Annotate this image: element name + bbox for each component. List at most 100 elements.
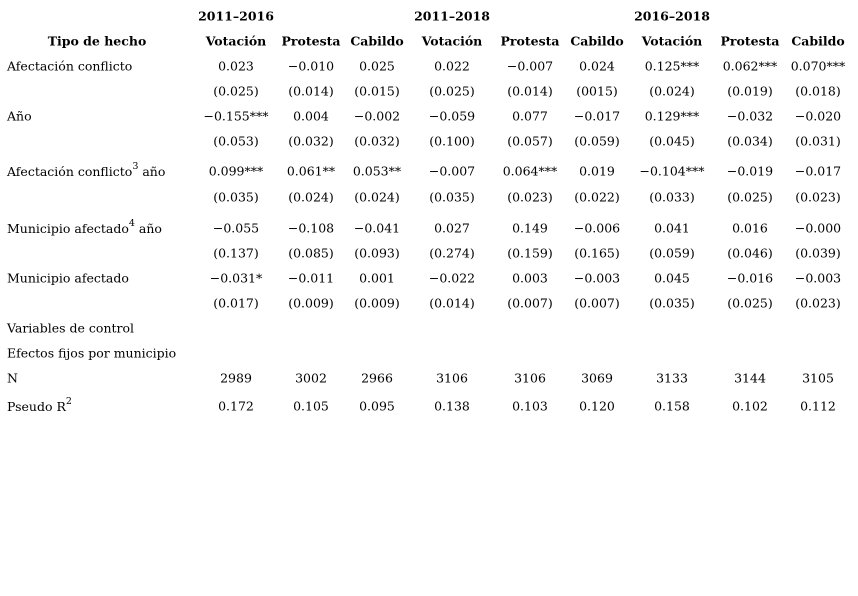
cell: 0.070*** bbox=[791, 59, 846, 74]
group-header: 2011–2016 bbox=[198, 9, 274, 24]
cell: (0.032) bbox=[354, 134, 400, 149]
cell: (0.009) bbox=[288, 296, 334, 311]
column-header: Votación bbox=[421, 34, 483, 49]
cell: (0.025) bbox=[727, 190, 773, 205]
cell: (0.034) bbox=[727, 134, 773, 149]
cell: 0.172 bbox=[218, 399, 254, 414]
cell: (0.100) bbox=[429, 134, 475, 149]
group-header: 2011–2018 bbox=[414, 9, 490, 24]
cell: −0.041 bbox=[354, 221, 400, 236]
cell: (0.014) bbox=[507, 84, 553, 99]
column-header: Votación bbox=[641, 34, 703, 49]
cell: (0.039) bbox=[795, 246, 841, 261]
cell: 0.027 bbox=[434, 221, 470, 236]
cell: (0.059) bbox=[649, 246, 695, 261]
column-header: Votación bbox=[205, 34, 267, 49]
cell: (0.024) bbox=[649, 84, 695, 99]
cell: −0.031* bbox=[210, 271, 263, 286]
cell: (0.014) bbox=[288, 84, 334, 99]
cell: −0.000 bbox=[795, 221, 841, 236]
cell: (0.053) bbox=[213, 134, 259, 149]
cell: 3105 bbox=[802, 371, 834, 386]
cell: (0.007) bbox=[507, 296, 553, 311]
cell: 3069 bbox=[581, 371, 613, 386]
column-header: Protesta bbox=[501, 34, 560, 49]
cell: 0.105 bbox=[293, 399, 329, 414]
cell: (0.022) bbox=[574, 190, 620, 205]
cell: (0.033) bbox=[649, 190, 695, 205]
cell: (0.059) bbox=[574, 134, 620, 149]
cell: −0.003 bbox=[795, 271, 841, 286]
cell: (0.018) bbox=[795, 84, 841, 99]
cell: 0.041 bbox=[654, 221, 690, 236]
cell: 3002 bbox=[295, 371, 327, 386]
cell: (0.025) bbox=[429, 84, 475, 99]
cell: (0.014) bbox=[429, 296, 475, 311]
superscript: 4 bbox=[129, 218, 135, 229]
cell: (0.035) bbox=[213, 190, 259, 205]
cell: (0.015) bbox=[354, 84, 400, 99]
cell: 0.112 bbox=[800, 399, 836, 414]
cell: 0.061** bbox=[287, 164, 336, 179]
cell: (0.017) bbox=[213, 296, 259, 311]
label-text: año bbox=[135, 221, 162, 236]
cell: −0.016 bbox=[727, 271, 773, 286]
cell: −0.032 bbox=[727, 109, 773, 124]
row-label: Municipio afectado bbox=[7, 271, 129, 286]
label-text: año bbox=[138, 164, 165, 179]
cell: −0.017 bbox=[574, 109, 620, 124]
cell: 0.016 bbox=[732, 221, 768, 236]
cell: −0.108 bbox=[288, 221, 334, 236]
cell: −0.022 bbox=[429, 271, 475, 286]
label-text: Afectación conflicto bbox=[6, 164, 132, 179]
group-header: 2016–2018 bbox=[634, 9, 710, 24]
cell: (0.093) bbox=[354, 246, 400, 261]
cell: 0.095 bbox=[359, 399, 395, 414]
row-label: Año bbox=[6, 109, 32, 124]
cell: 0.022 bbox=[434, 59, 470, 74]
cell: 0.025 bbox=[359, 59, 395, 74]
cell: 0.019 bbox=[579, 164, 615, 179]
cell: (0.023) bbox=[507, 190, 553, 205]
cell: −0.017 bbox=[795, 164, 841, 179]
cell: 2989 bbox=[220, 371, 252, 386]
cell: 0.125*** bbox=[645, 59, 700, 74]
cell: −0.011 bbox=[288, 271, 334, 286]
cell: −0.155*** bbox=[203, 109, 269, 124]
column-header: Protesta bbox=[721, 34, 780, 49]
row-label: Variables de control bbox=[6, 321, 134, 336]
cell: (0.085) bbox=[288, 246, 334, 261]
cell: (0.159) bbox=[507, 246, 553, 261]
cell: 0.053** bbox=[353, 164, 402, 179]
row-label: Afectación conflicto bbox=[6, 59, 132, 74]
cell: (0.024) bbox=[288, 190, 334, 205]
cell: (0.045) bbox=[649, 134, 695, 149]
cell: 0.102 bbox=[732, 399, 768, 414]
cell: 0.120 bbox=[579, 399, 615, 414]
cell: (0.007) bbox=[574, 296, 620, 311]
cell: (0.023) bbox=[795, 296, 841, 311]
row-label: Municipio afectado4 año bbox=[7, 218, 162, 236]
column-header: Cabildo bbox=[570, 34, 623, 49]
column-header: Cabildo bbox=[791, 34, 844, 49]
cell: −0.002 bbox=[354, 109, 400, 124]
superscript: 2 bbox=[66, 396, 72, 407]
row-label: Afectación conflicto3 año bbox=[6, 161, 165, 179]
cell: 0.138 bbox=[434, 399, 470, 414]
cell: 0.023 bbox=[218, 59, 254, 74]
cell: (0.025) bbox=[727, 296, 773, 311]
cell: 0.045 bbox=[654, 271, 690, 286]
cell: 0.099*** bbox=[209, 164, 264, 179]
cell: 2966 bbox=[361, 371, 393, 386]
cell: (0.274) bbox=[429, 246, 475, 261]
row-label: Efectos fijos por municipio bbox=[7, 346, 176, 361]
cell: 3106 bbox=[514, 371, 546, 386]
label-text: Pseudo R bbox=[7, 399, 66, 414]
cell: (0.035) bbox=[429, 190, 475, 205]
cell: −0.007 bbox=[507, 59, 553, 74]
row-label: Pseudo R2 bbox=[7, 396, 72, 414]
column-header: Cabildo bbox=[350, 34, 403, 49]
cell: 0.001 bbox=[359, 271, 395, 286]
